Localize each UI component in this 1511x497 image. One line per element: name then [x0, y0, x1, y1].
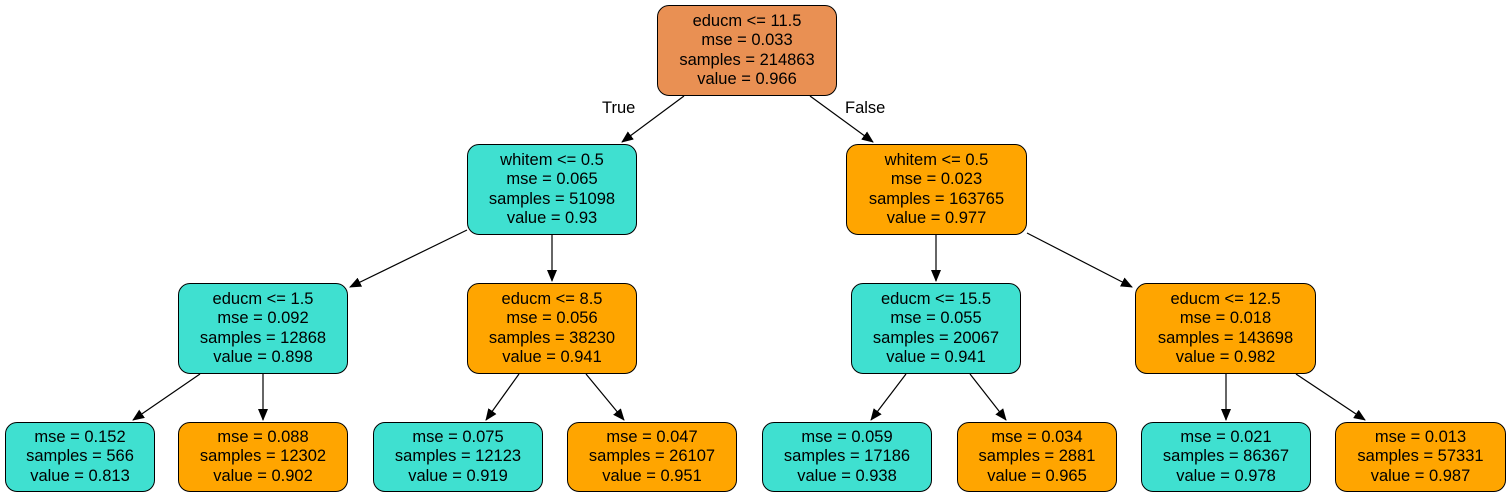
tree-edge — [132, 373, 201, 421]
node-line: mse = 0.152 — [34, 427, 126, 446]
node-line: samples = 214863 — [679, 50, 815, 69]
node-line: value = 0.977 — [886, 209, 987, 227]
node-line: samples = 163765 — [868, 189, 1005, 208]
node-line: educm <= 11.5 — [692, 11, 802, 30]
node-right: whitem <= 0.5 mse = 0.023 samples = 1637… — [846, 144, 1027, 235]
node-line: value = 0.902 — [213, 466, 313, 485]
node-right-right: educm <= 12.5 mse = 0.018 samples = 1436… — [1135, 283, 1316, 374]
node-left: whitem <= 0.5 mse = 0.065 samples = 5109… — [467, 144, 637, 235]
node-line: mse = 0.055 — [890, 309, 982, 327]
node-line: mse = 0.047 — [606, 427, 698, 446]
node-line: mse = 0.023 — [890, 170, 983, 188]
tree-edge — [969, 373, 1007, 421]
leaf-node: mse = 0.034 samples = 2881 value = 0.965 — [957, 422, 1117, 492]
tree-edge — [870, 373, 907, 421]
node-line: value = 0.987 — [1370, 466, 1471, 485]
node-line: value = 0.898 — [213, 348, 313, 366]
node-line: samples = 143698 — [1157, 328, 1294, 347]
node-line: samples = 12123 — [394, 447, 522, 466]
node-line: mse = 0.088 — [217, 427, 309, 446]
leaf-node: mse = 0.088 samples = 12302 value = 0.90… — [178, 422, 348, 492]
node-line: value = 0.951 — [602, 466, 702, 485]
node-line: value = 0.965 — [987, 466, 1087, 485]
node-line: value = 0.982 — [1175, 348, 1276, 366]
node-line: whitem <= 0.5 — [884, 150, 989, 169]
leaf-node: mse = 0.047 samples = 26107 value = 0.95… — [567, 422, 737, 492]
node-line: value = 0.919 — [408, 466, 508, 485]
leaf-node: mse = 0.021 samples = 86367 value = 0.97… — [1141, 422, 1311, 492]
node-line: mse = 0.018 — [1179, 309, 1272, 327]
node-line: value = 0.93 — [506, 209, 598, 227]
node-line: samples = 26107 — [588, 447, 716, 466]
tree-edge — [621, 95, 685, 143]
tree-edge — [809, 95, 874, 143]
node-line: mse = 0.065 — [506, 170, 598, 188]
node-line: samples = 86367 — [1162, 447, 1290, 466]
node-line: educm <= 15.5 — [880, 289, 992, 308]
node-line: mse = 0.075 — [412, 427, 504, 446]
tree-edge — [1295, 373, 1366, 421]
leaf-node: mse = 0.152 samples = 566 value = 0.813 — [5, 422, 155, 492]
node-line: samples = 12868 — [199, 328, 327, 347]
node-left-left: educm <= 1.5 mse = 0.092 samples = 12868… — [178, 283, 348, 374]
node-line: samples = 20067 — [872, 328, 1000, 347]
leaf-node: mse = 0.059 samples = 17186 value = 0.93… — [762, 422, 932, 492]
node-line: samples = 17186 — [783, 447, 911, 466]
node-line: value = 0.941 — [502, 348, 602, 366]
node-line: mse = 0.013 — [1374, 427, 1467, 446]
node-right-left: educm <= 15.5 mse = 0.055 samples = 2006… — [851, 283, 1021, 374]
node-left-right: educm <= 8.5 mse = 0.056 samples = 38230… — [467, 283, 637, 374]
root-node: educm <= 11.5 mse = 0.033 samples = 2148… — [657, 5, 837, 96]
node-line: mse = 0.059 — [801, 427, 893, 446]
node-line: educm <= 1.5 — [212, 289, 314, 308]
node-line: mse = 0.021 — [1180, 427, 1272, 446]
tree-edge — [349, 229, 468, 288]
node-line: value = 0.966 — [697, 70, 797, 88]
node-line: samples = 57331 — [1357, 447, 1484, 466]
true-edge-label: True — [602, 99, 636, 117]
tree-edge — [485, 373, 520, 421]
node-line: mse = 0.092 — [217, 309, 309, 327]
node-line: value = 0.938 — [797, 466, 897, 485]
node-line: value = 0.978 — [1176, 466, 1276, 485]
node-line: value = 0.941 — [886, 348, 986, 366]
node-line: mse = 0.033 — [701, 31, 793, 49]
node-line: educm <= 12.5 — [1170, 289, 1281, 308]
node-line: samples = 2881 — [978, 447, 1096, 466]
tree-edge — [1026, 232, 1133, 288]
leaf-node: mse = 0.075 samples = 12123 value = 0.91… — [373, 422, 543, 492]
false-edge-label: False — [845, 99, 886, 117]
node-line: mse = 0.056 — [506, 309, 598, 327]
tree-edge — [585, 373, 625, 421]
node-line: samples = 566 — [26, 447, 134, 466]
node-line: samples = 38230 — [488, 328, 616, 347]
node-line: whitem <= 0.5 — [500, 150, 604, 169]
node-line: value = 0.813 — [30, 466, 130, 485]
leaf-node: mse = 0.013 samples = 57331 value = 0.98… — [1335, 422, 1506, 492]
node-line: educm <= 8.5 — [501, 289, 603, 308]
node-line: mse = 0.034 — [991, 427, 1083, 446]
node-line: samples = 12302 — [199, 447, 327, 466]
node-line: samples = 51098 — [488, 189, 616, 208]
